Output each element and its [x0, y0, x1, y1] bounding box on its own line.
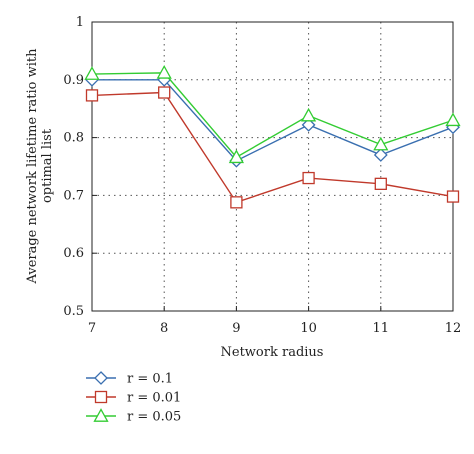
- x-tick-label: 11: [373, 321, 390, 336]
- legend-label: r = 0.1: [127, 372, 173, 387]
- y-tick-label: 0.9: [63, 73, 84, 88]
- data-point: [85, 89, 99, 102]
- legend-marker: [93, 408, 109, 422]
- series-diamond: [85, 72, 460, 168]
- data-point: [300, 107, 317, 122]
- y-tick-label: 1: [76, 15, 84, 30]
- series-triangle: [84, 65, 461, 164]
- legend-label: r = 0.01: [127, 391, 181, 406]
- series-line: [92, 79, 454, 162]
- y-tick-label: 0.6: [63, 246, 84, 261]
- data-point: [446, 190, 460, 203]
- data-point: [301, 117, 316, 132]
- legend-label: r = 0.05: [127, 410, 181, 425]
- y-tick-label: 0.7: [63, 188, 84, 203]
- data-point: [373, 136, 389, 151]
- legend-marker: [94, 390, 108, 404]
- legend: r = 0.1 r = 0.01 r = 0.05: [86, 371, 181, 425]
- data-point: [373, 148, 388, 162]
- axis-ticks: 7 8 9 10 11 12 0.5 0.6 0.7 0.8 0.9 1: [63, 15, 461, 336]
- legend-entry: r = 0.1: [86, 371, 173, 387]
- x-tick-label: 12: [445, 321, 462, 336]
- x-axis-label: Network radius: [221, 345, 324, 360]
- y-axis-label: Average network lifetime ratio with opti…: [25, 48, 55, 285]
- series-line: [91, 72, 454, 159]
- x-tick-label: 7: [88, 321, 96, 336]
- grid: [92, 22, 453, 311]
- data-point: [156, 65, 172, 79]
- x-tick-label: 9: [232, 321, 240, 336]
- plot-area-frame: [91, 21, 454, 312]
- data-point: [230, 196, 243, 209]
- series-group: [84, 65, 461, 209]
- y-tick-label: 0.8: [63, 131, 84, 146]
- data-point: [445, 112, 461, 127]
- data-point: [228, 149, 245, 164]
- data-point: [84, 66, 100, 80]
- data-point: [158, 86, 171, 99]
- x-tick-label: 8: [160, 321, 168, 336]
- y-tick-label: 0.5: [63, 304, 84, 319]
- data-point: [374, 177, 387, 190]
- y-axis-label-line-2: optimal list: [40, 128, 55, 203]
- legend-entry: r = 0.01: [86, 391, 181, 406]
- data-point: [302, 171, 315, 185]
- series-line: [91, 91, 454, 204]
- series-square: [85, 86, 460, 209]
- legend-entry: r = 0.05: [86, 408, 181, 425]
- legend-marker: [94, 371, 108, 385]
- y-axis-label-line-1: Average network lifetime ratio with: [25, 48, 40, 285]
- x-tick-label: 10: [300, 321, 317, 336]
